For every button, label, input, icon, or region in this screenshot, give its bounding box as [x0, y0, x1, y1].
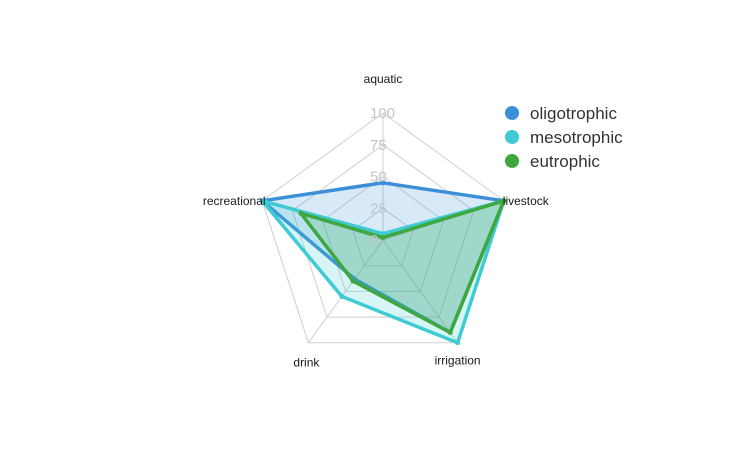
point-eutrophic-recreational — [298, 210, 304, 216]
point-mesotrophic-drink — [339, 294, 345, 299]
legend-marker-oligotrophic — [505, 106, 519, 120]
axis-label-aquatic: aquatic — [364, 72, 403, 86]
tick-label: 0 — [370, 232, 378, 249]
point-eutrophic-drink — [350, 278, 356, 284]
legend-label-eutrophic: eutrophic — [530, 152, 600, 171]
tick-label: 25 — [370, 200, 387, 217]
grid-spoke — [307, 239, 384, 343]
legend-label-mesotrophic: mesotrophic — [530, 128, 623, 147]
point-mesotrophic-recreational — [259, 198, 265, 204]
point-mesotrophic-aquatic — [380, 231, 386, 237]
point-eutrophic-livestock — [501, 198, 507, 204]
point-eutrophic-irrigation — [447, 330, 453, 335]
tick-labels: 0 25 50 75 100 — [370, 105, 395, 249]
axis-label-recreational: recreational — [203, 194, 266, 208]
point-eutrophic-aquatic — [380, 235, 386, 240]
tick-label: 100 — [370, 105, 395, 122]
tick-label: 75 — [370, 137, 387, 154]
series-eutrophic — [299, 199, 506, 335]
grid-ring — [291, 144, 475, 318]
legend-marker-eutrophic — [505, 154, 519, 168]
point-oligotrophic-aquatic — [380, 180, 386, 186]
axis-label-irrigation: irrigation — [435, 354, 481, 368]
point-mesotrophic-irrigation — [455, 340, 461, 346]
axis-label-livestock: livestock — [503, 194, 550, 208]
legend-marker-mesotrophic — [505, 130, 519, 144]
grid-spoke — [382, 239, 459, 343]
tick-label: 50 — [370, 169, 387, 186]
axis-label-drink: drink — [293, 356, 320, 370]
series-layer — [259, 180, 507, 346]
grid-ring — [261, 112, 505, 344]
legend-label-oligotrophic: oligotrophic — [530, 104, 617, 123]
legend: oligotrophic mesotrophic eutrophic — [505, 104, 623, 171]
axis-labels: aquatic livestock irrigation drink recreatio… — [203, 72, 550, 370]
grid-ring — [322, 175, 444, 292]
